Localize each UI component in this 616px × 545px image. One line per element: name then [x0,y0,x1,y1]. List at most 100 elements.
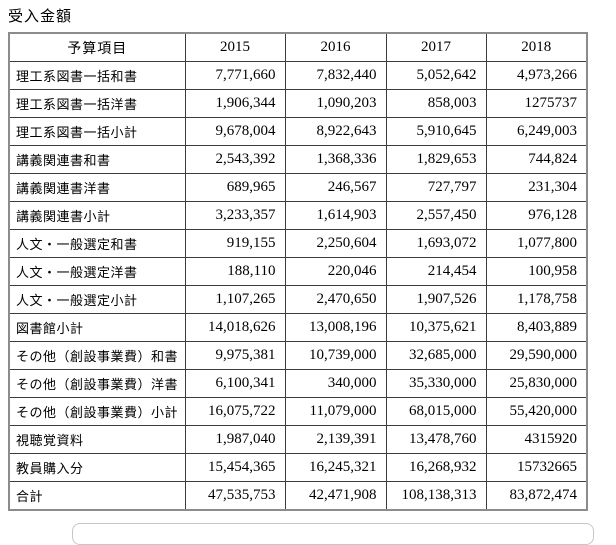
cell-2016: 246,567 [284,173,387,202]
cell-2016: 220,046 [284,257,387,286]
cell-2018: 231,304 [485,173,588,202]
cell-2018: 1,178,758 [485,285,588,314]
row-label: 教員購入分 [8,453,186,482]
cell-2016: 1,090,203 [284,89,387,118]
table-row: 教員購入分 15,454,365 16,245,321 16,268,932 1… [8,453,588,482]
row-label: 理工系図書一括洋書 [8,89,186,118]
cell-2015: 1,906,344 [184,89,286,118]
cell-2017: 1,907,526 [385,285,487,314]
cell-2016: 8,922,643 [284,117,387,146]
cell-2016: 42,471,908 [284,481,387,511]
column-header-2018: 2018 [485,32,588,62]
page-title: 受入金額 [8,9,73,25]
row-label: 図書館小計 [8,313,186,342]
cell-2018: 15732665 [485,453,588,482]
column-header-2015: 2015 [184,32,286,62]
column-header-2016: 2016 [284,32,387,62]
cell-2017: 727,797 [385,173,487,202]
row-label: 人文・一般選定洋書 [8,257,186,286]
cell-2015: 919,155 [184,229,286,258]
cell-2017: 68,015,000 [385,397,487,426]
cell-2015: 16,075,722 [184,397,286,426]
table-row: 理工系図書一括小計 9,678,004 8,922,643 5,910,645 … [8,117,588,146]
table-row: その他（創設事業費）小計 16,075,722 11,079,000 68,01… [8,397,588,426]
cell-2015: 3,233,357 [184,201,286,230]
cell-2015: 47,535,753 [184,481,286,511]
cell-2018: 29,590,000 [485,341,588,370]
cell-2016: 7,832,440 [284,61,387,90]
cell-2018: 1,077,800 [485,229,588,258]
row-label: 講義関連書洋書 [8,173,186,202]
cell-2018: 4,973,266 [485,61,588,90]
cell-2016: 1,368,336 [284,145,387,174]
cell-2017: 16,268,932 [385,453,487,482]
table-row: その他（創設事業費）洋書 6,100,341 340,000 35,330,00… [8,369,588,398]
row-label: 人文・一般選定和書 [8,229,186,258]
cell-2016: 1,614,903 [284,201,387,230]
cell-2017: 1,829,653 [385,145,487,174]
cell-2017: 32,685,000 [385,341,487,370]
cell-2015: 7,771,660 [184,61,286,90]
table-row: その他（創設事業費）和書 9,975,381 10,739,000 32,685… [8,341,588,370]
cell-2018: 6,249,003 [485,117,588,146]
table-header-row: 予算項目 2015 2016 2017 2018 [8,32,588,62]
cell-2018: 25,830,000 [485,369,588,398]
partial-rounded-panel [72,523,594,545]
cell-2016: 10,739,000 [284,341,387,370]
row-label: その他（創設事業費）小計 [8,397,186,426]
table-row: 人文・一般選定洋書 188,110 220,046 214,454 100,95… [8,257,588,286]
cell-2017: 2,557,450 [385,201,487,230]
cell-2016: 11,079,000 [284,397,387,426]
table-row: 講義関連書小計 3,233,357 1,614,903 2,557,450 97… [8,201,588,230]
cell-2016: 2,250,604 [284,229,387,258]
table-row: 人文・一般選定小計 1,107,265 2,470,650 1,907,526 … [8,285,588,314]
table-row: 図書館小計 14,018,626 13,008,196 10,375,621 8… [8,313,588,342]
cell-2017: 214,454 [385,257,487,286]
cell-2018: 744,824 [485,145,588,174]
cell-2017: 858,003 [385,89,487,118]
row-label: その他（創設事業費）洋書 [8,369,186,398]
row-label: 理工系図書一括和書 [8,61,186,90]
cell-2018: 83,872,474 [485,481,588,511]
row-label: 理工系図書一括小計 [8,117,186,146]
cell-2017: 1,693,072 [385,229,487,258]
cell-2017: 108,138,313 [385,481,487,511]
row-label: 講義関連書小計 [8,201,186,230]
cell-2017: 13,478,760 [385,425,487,454]
cell-2017: 5,052,642 [385,61,487,90]
row-label: 視聴覚資料 [8,425,186,454]
table-row: 講義関連書洋書 689,965 246,567 727,797 231,304 [8,173,588,202]
cell-2015: 689,965 [184,173,286,202]
row-label: 講義関連書和書 [8,145,186,174]
table-row: 講義関連書和書 2,543,392 1,368,336 1,829,653 74… [8,145,588,174]
table-row: 理工系図書一括洋書 1,906,344 1,090,203 858,003 12… [8,89,588,118]
budget-table: 予算項目 2015 2016 2017 2018 理工系図書一括和書 7,771… [8,32,588,511]
cell-2017: 35,330,000 [385,369,487,398]
column-header-2017: 2017 [385,32,487,62]
table-row: 人文・一般選定和書 919,155 2,250,604 1,693,072 1,… [8,229,588,258]
cell-2018: 8,403,889 [485,313,588,342]
table-row: 理工系図書一括和書 7,771,660 7,832,440 5,052,642 … [8,61,588,90]
cell-2015: 14,018,626 [184,313,286,342]
cell-2015: 15,454,365 [184,453,286,482]
cell-2016: 340,000 [284,369,387,398]
cell-2018: 4315920 [485,425,588,454]
cell-2015: 9,975,381 [184,341,286,370]
table-row: 視聴覚資料 1,987,040 2,139,391 13,478,760 431… [8,425,588,454]
column-header-budget-item: 予算項目 [8,32,186,62]
table-row: 合計 47,535,753 42,471,908 108,138,313 83,… [8,481,588,511]
cell-2017: 10,375,621 [385,313,487,342]
row-label: その他（創設事業費）和書 [8,341,186,370]
row-label: 人文・一般選定小計 [8,285,186,314]
cell-2018: 100,958 [485,257,588,286]
cell-2015: 188,110 [184,257,286,286]
cell-2015: 1,107,265 [184,285,286,314]
cell-2015: 1,987,040 [184,425,286,454]
cell-2016: 2,470,650 [284,285,387,314]
cell-2018: 1275737 [485,89,588,118]
cell-2018: 55,420,000 [485,397,588,426]
cell-2015: 2,543,392 [184,145,286,174]
cell-2015: 6,100,341 [184,369,286,398]
cell-2015: 9,678,004 [184,117,286,146]
cell-2016: 16,245,321 [284,453,387,482]
